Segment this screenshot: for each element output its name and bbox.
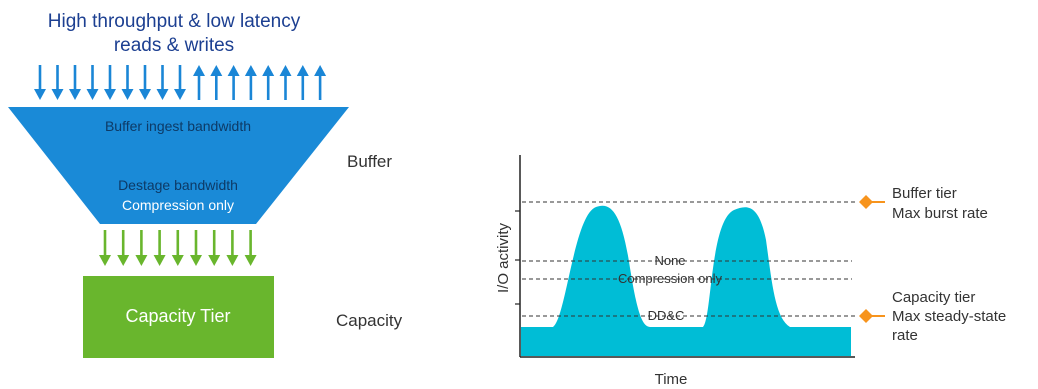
buffer-tier-annotation-1: Buffer tier xyxy=(892,185,957,202)
destage-arrow-icon xyxy=(226,230,239,266)
down-arrow-icon xyxy=(174,65,186,100)
destage-arrow-icon xyxy=(208,230,221,266)
heading-line-1: High throughput & low latency xyxy=(48,11,301,32)
y-axis-label: I/O activity xyxy=(495,222,512,293)
buffer-ingest-label: Buffer ingest bandwidth xyxy=(105,118,251,134)
buffer-tier-annotation-2: Max burst rate xyxy=(892,205,988,222)
destage-arrow-icon xyxy=(171,230,184,266)
heading-line-2: reads & writes xyxy=(114,35,234,56)
capacity-tier-diamond-icon xyxy=(859,309,873,323)
up-arrow-icon xyxy=(296,65,309,100)
capacity-tier-label: Capacity Tier xyxy=(125,306,230,326)
up-arrow-icon xyxy=(227,65,240,100)
destage-arrows xyxy=(99,230,257,266)
io-activity-area xyxy=(521,205,851,356)
buffer-tier-diamond-icon xyxy=(859,195,873,209)
down-arrow-icon xyxy=(51,65,64,100)
compression-only-line-label: Compression only xyxy=(618,271,723,286)
destage-arrow-icon xyxy=(135,230,148,266)
down-arrow-icon xyxy=(156,65,169,100)
down-arrow-icon xyxy=(121,65,134,100)
x-axis-label: Time xyxy=(655,371,688,388)
capacity-label: Capacity xyxy=(336,311,403,330)
up-arrow-icon xyxy=(262,65,275,100)
read-write-arrows xyxy=(34,65,327,100)
ddc-label: DD&C xyxy=(648,308,685,323)
destage-arrow-icon xyxy=(99,230,111,266)
buffer-funnel xyxy=(8,107,349,224)
down-arrow-icon xyxy=(139,65,151,100)
none-label: None xyxy=(654,253,685,268)
down-arrow-icon xyxy=(69,65,81,100)
buffer-label: Buffer xyxy=(347,152,392,171)
destage-arrow-icon xyxy=(153,230,166,266)
throughput-heading: High throughput & low latency reads & wr… xyxy=(48,11,301,56)
down-arrow-icon xyxy=(104,65,116,100)
destage-arrow-icon xyxy=(117,230,130,266)
destage-bandwidth-label: Destage bandwidth xyxy=(118,177,238,193)
capacity-tier-annotation-1: Capacity tier xyxy=(892,289,975,306)
up-arrow-icon xyxy=(279,65,292,100)
down-arrow-icon xyxy=(86,65,99,100)
up-arrow-icon xyxy=(244,65,257,100)
compression-only-label: Compression only xyxy=(122,197,234,213)
capacity-tier-annotation-2: Max steady-state xyxy=(892,308,1006,325)
up-arrow-icon xyxy=(314,65,327,100)
down-arrow-icon xyxy=(34,65,46,100)
destage-arrow-icon xyxy=(190,230,202,266)
capacity-tier-annotation-3: rate xyxy=(892,327,918,344)
capacity-tier-box xyxy=(83,276,274,358)
destage-arrow-icon xyxy=(244,230,257,266)
up-arrow-icon xyxy=(193,65,205,100)
up-arrow-icon xyxy=(210,65,223,100)
